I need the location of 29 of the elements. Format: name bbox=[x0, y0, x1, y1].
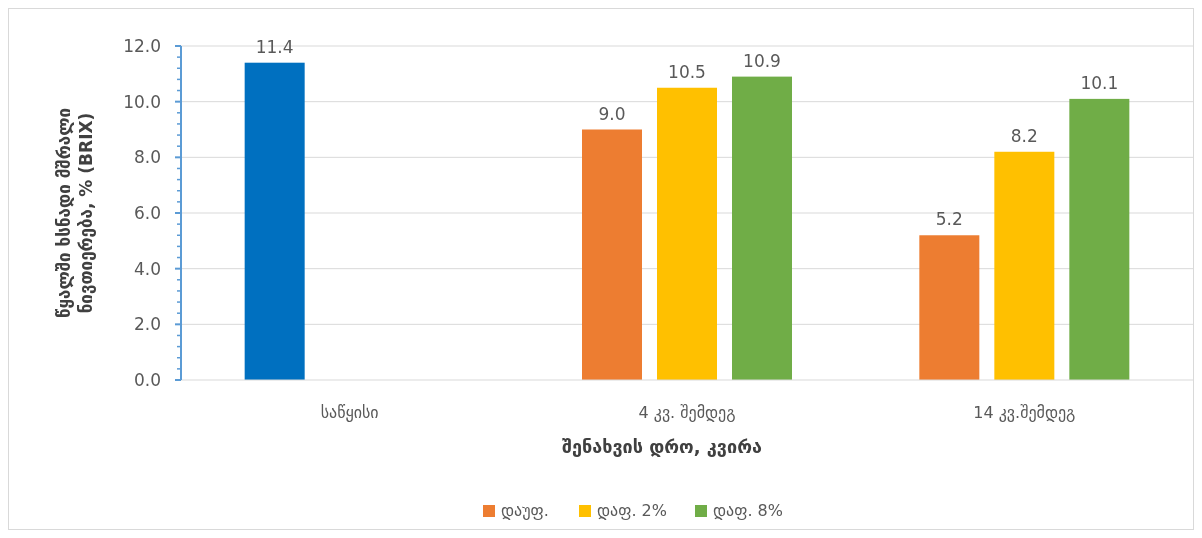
y-tick-label: 0.0 bbox=[133, 369, 161, 390]
bar bbox=[732, 76, 792, 380]
data-label: 10.1 bbox=[1080, 72, 1119, 93]
y-tick-label: 8.0 bbox=[133, 147, 161, 168]
bar bbox=[994, 151, 1055, 380]
legend-label: დაუფ. bbox=[501, 501, 549, 520]
y-tick-label: 12.0 bbox=[123, 35, 161, 56]
legend-label: დაფ. 2% bbox=[597, 501, 667, 520]
x-tick-label: საწყისი bbox=[320, 403, 379, 422]
data-label: 10.9 bbox=[743, 50, 781, 71]
bar bbox=[582, 129, 642, 380]
x-tick-label: 4 კვ. შემდეგ bbox=[638, 403, 736, 422]
legend-label: დაფ. 8% bbox=[713, 501, 783, 520]
y-tick-label: 2.0 bbox=[133, 314, 161, 335]
bar bbox=[1069, 98, 1130, 380]
y-tick-label: 10.0 bbox=[123, 91, 161, 112]
y-tick-label: 6.0 bbox=[133, 202, 161, 223]
bar bbox=[244, 62, 305, 380]
y-tick-label: 4.0 bbox=[133, 258, 161, 279]
x-tick-label: 14 კვ.შემდეგ bbox=[973, 403, 1076, 422]
bar bbox=[919, 235, 980, 380]
x-axis-title: შენახვის დრო, კვირა bbox=[562, 436, 762, 457]
y-axis-title: წყალში ხსნადი მშრალი ნივთიერება, % (BRIX) bbox=[54, 108, 96, 318]
data-label: 8.2 bbox=[1010, 125, 1038, 146]
data-label: 11.4 bbox=[255, 36, 294, 57]
data-label: 5.2 bbox=[935, 209, 963, 230]
data-label: 10.5 bbox=[668, 61, 706, 82]
bar bbox=[657, 87, 717, 380]
data-label: 9.0 bbox=[598, 103, 626, 124]
